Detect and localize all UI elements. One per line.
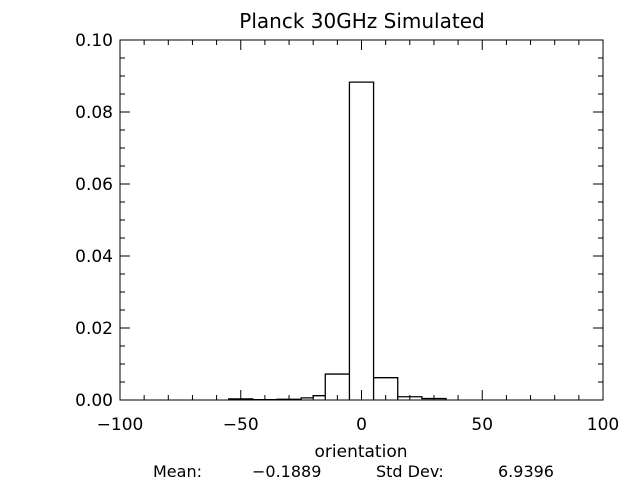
y-tick-label: 0.10: [75, 31, 113, 51]
histogram-bins: [229, 82, 446, 400]
std-dev-label: Std Dev:: [376, 462, 444, 480]
axis-ticks: [119, 39, 604, 401]
x-axis-label: orientation: [315, 442, 408, 462]
mean-label: Mean:: [153, 462, 202, 480]
histogram-step-line: [228, 81, 447, 401]
y-tick-label: 0.00: [75, 391, 113, 411]
plot-frame: [119, 39, 604, 401]
y-tick-label: 0.06: [75, 175, 113, 195]
x-tick-label: 0: [356, 415, 367, 435]
y-tick-labels: 0.00 0.02 0.04 0.06 0.08 0.10: [75, 31, 113, 411]
stats-line: Mean: −0.1889 Std Dev: 6.9396: [153, 462, 554, 480]
histogram-bin: [349, 82, 373, 400]
x-tick-label: −50: [223, 415, 259, 435]
y-tick-label: 0.02: [75, 319, 113, 339]
std-dev-value: 6.9396: [498, 462, 554, 480]
chart-title: Planck 30GHz Simulated: [239, 9, 484, 33]
x-tick-label: 100: [587, 415, 619, 435]
x-tick-label: −100: [97, 415, 144, 435]
mean-value: −0.1889: [252, 462, 321, 480]
y-tick-label: 0.08: [75, 103, 113, 123]
x-tick-labels: −100 −50 0 50 100: [97, 415, 620, 435]
y-tick-label: 0.04: [75, 247, 113, 267]
x-tick-label: 50: [471, 415, 493, 435]
